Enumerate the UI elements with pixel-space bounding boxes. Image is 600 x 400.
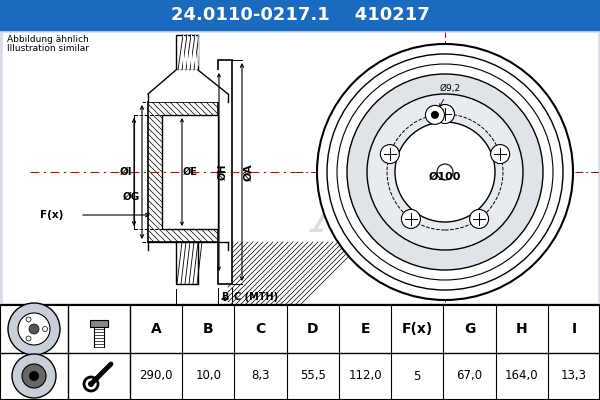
Text: Ate: Ate — [313, 185, 427, 245]
Circle shape — [367, 94, 523, 250]
Text: ØE: ØE — [182, 167, 197, 177]
Circle shape — [425, 105, 445, 124]
Circle shape — [18, 313, 50, 345]
Text: C (MTH): C (MTH) — [234, 292, 278, 302]
Circle shape — [22, 364, 46, 388]
Bar — [0, 305, 600, 400]
Text: ®: ® — [388, 218, 401, 232]
Circle shape — [470, 210, 488, 228]
Bar — [0, 0, 600, 30]
Bar — [148, 70, 228, 102]
Text: B: B — [203, 322, 214, 336]
Text: Ø100: Ø100 — [429, 172, 461, 182]
Circle shape — [29, 371, 39, 381]
Text: D: D — [307, 322, 319, 336]
Bar — [90, 320, 108, 327]
Circle shape — [491, 144, 509, 164]
Text: 55,5: 55,5 — [300, 370, 326, 382]
Text: 24.0110-0217.1    410217: 24.0110-0217.1 410217 — [170, 6, 430, 24]
Circle shape — [347, 74, 543, 270]
Circle shape — [26, 317, 31, 322]
Circle shape — [401, 210, 421, 228]
Text: H: H — [516, 322, 527, 336]
Circle shape — [317, 44, 573, 300]
Bar — [218, 60, 232, 284]
Circle shape — [380, 144, 400, 164]
Text: Abbildung ähnlich: Abbildung ähnlich — [7, 35, 89, 44]
Text: B: B — [221, 292, 229, 302]
Circle shape — [431, 111, 439, 119]
Circle shape — [12, 354, 56, 398]
Bar — [148, 102, 228, 242]
Text: A: A — [151, 322, 161, 336]
Text: D: D — [200, 311, 208, 321]
Circle shape — [26, 336, 31, 341]
Text: ØI: ØI — [119, 167, 132, 177]
Circle shape — [436, 104, 455, 124]
Text: 13,3: 13,3 — [561, 370, 587, 382]
Bar — [162, 115, 218, 229]
Text: 112,0: 112,0 — [348, 370, 382, 382]
Bar — [3, 33, 597, 302]
Text: 5: 5 — [413, 370, 421, 382]
Text: F(x): F(x) — [40, 210, 64, 220]
Text: 10,0: 10,0 — [196, 370, 221, 382]
Text: G: G — [464, 322, 475, 336]
Circle shape — [8, 303, 60, 355]
Text: 290,0: 290,0 — [139, 370, 173, 382]
Text: 8,3: 8,3 — [251, 370, 270, 382]
Text: ØG: ØG — [123, 192, 140, 202]
Text: 67,0: 67,0 — [457, 370, 482, 382]
Circle shape — [437, 164, 453, 180]
Bar — [176, 35, 198, 70]
Text: ØA: ØA — [244, 163, 254, 181]
Text: Ø9,2: Ø9,2 — [440, 84, 461, 93]
Text: Illustration similar: Illustration similar — [7, 44, 89, 53]
Circle shape — [29, 324, 39, 334]
Text: F(x): F(x) — [401, 322, 433, 336]
Text: ØH: ØH — [218, 164, 228, 180]
Circle shape — [88, 381, 94, 387]
Circle shape — [395, 122, 495, 222]
Text: E: E — [360, 322, 370, 336]
Circle shape — [43, 326, 47, 332]
Bar — [176, 242, 198, 284]
Text: 164,0: 164,0 — [505, 370, 538, 382]
Bar — [0, 30, 600, 305]
Text: I: I — [571, 322, 577, 336]
Text: C: C — [256, 322, 266, 336]
